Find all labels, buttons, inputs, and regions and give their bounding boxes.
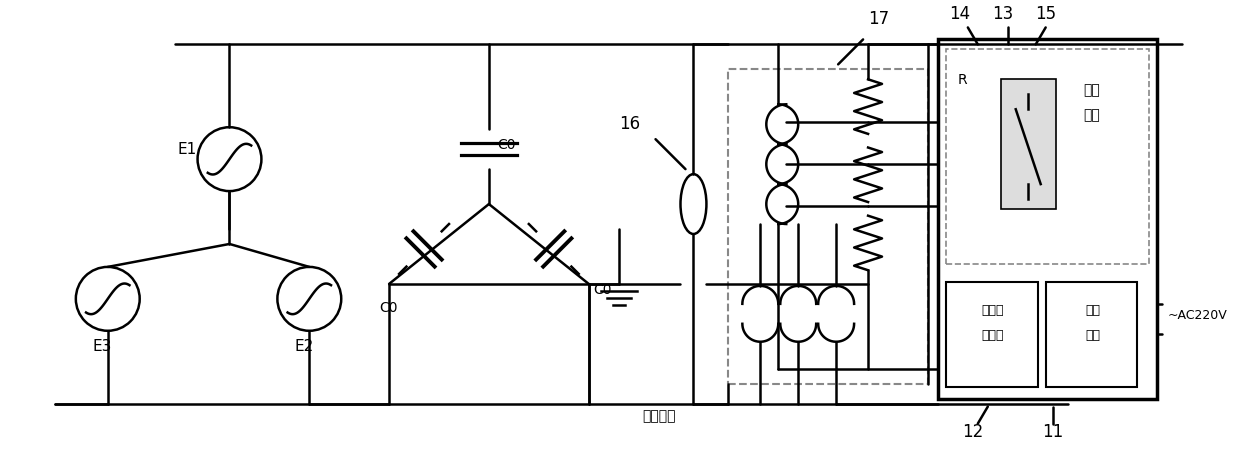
Text: 11: 11 (1042, 423, 1063, 441)
Bar (937, 39, 1157, 398)
Text: 消谐: 消谐 (1084, 83, 1100, 97)
Bar (1001, 79, 1055, 209)
Bar (1045, 282, 1137, 386)
Text: C0: C0 (497, 138, 516, 152)
Text: 谐振判: 谐振判 (982, 304, 1004, 317)
Bar (728, 69, 928, 384)
Text: 14: 14 (950, 6, 971, 23)
Text: 电源: 电源 (1085, 304, 1100, 317)
Text: C0: C0 (594, 283, 613, 297)
Text: ~AC220V: ~AC220V (1167, 309, 1228, 322)
Text: 模块: 模块 (1084, 108, 1100, 122)
Text: R: R (957, 73, 967, 87)
Bar (946, 282, 1038, 386)
Text: 模块: 模块 (1085, 329, 1100, 342)
Text: 13: 13 (992, 6, 1013, 23)
Text: 零序电流: 零序电流 (642, 409, 676, 424)
Text: 断模块: 断模块 (982, 329, 1004, 342)
Text: E2: E2 (294, 339, 314, 354)
Text: 16: 16 (619, 115, 640, 133)
Text: E1: E1 (177, 142, 197, 157)
Bar (946, 50, 1149, 264)
Text: 15: 15 (1035, 6, 1056, 23)
Text: C0: C0 (379, 301, 398, 315)
Text: 17: 17 (868, 11, 889, 28)
Text: 12: 12 (962, 423, 983, 441)
Text: E3: E3 (93, 339, 112, 354)
